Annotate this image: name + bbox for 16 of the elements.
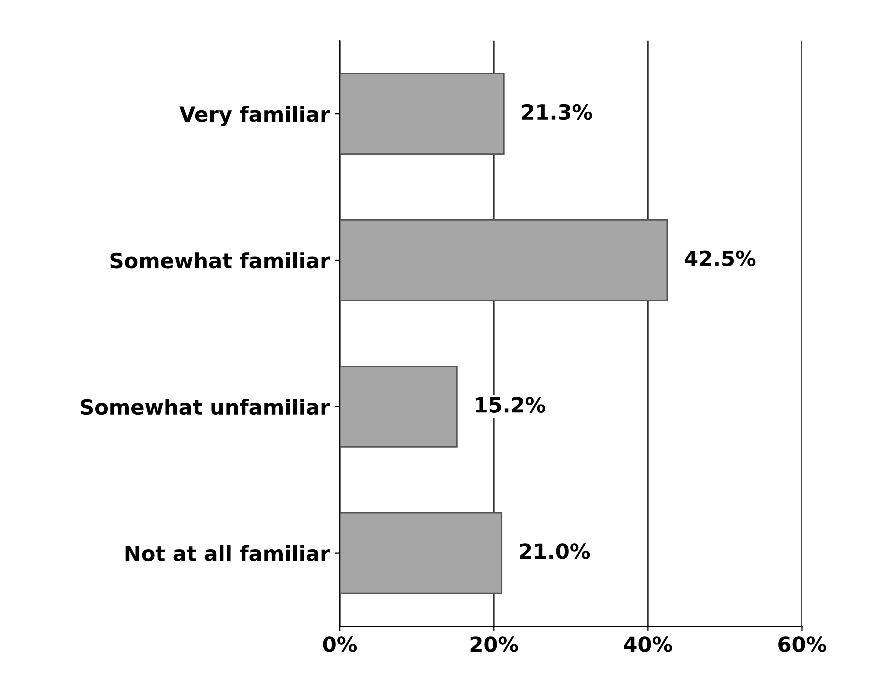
y-tick-label: Somewhat familiar — [110, 252, 330, 269]
x-tick-label: 60% — [778, 636, 827, 652]
data-label: 21.3% — [522, 104, 592, 120]
bar — [340, 512, 503, 594]
x-tick-label: 0% — [323, 636, 358, 652]
bar — [340, 366, 458, 448]
data-label: 15.2% — [476, 397, 546, 413]
y-tick-label: Very familiar — [180, 106, 330, 126]
x-tick-label: 20% — [470, 636, 518, 652]
data-label: 42.5% — [685, 250, 756, 267]
bar — [340, 73, 505, 156]
x-tick-label: 40% — [624, 636, 672, 652]
y-tick-label: Somewhat unfamiliar — [81, 398, 330, 416]
bar — [340, 220, 668, 302]
y-tick-label: Not at all familiar — [126, 545, 330, 562]
data-label: 21.0% — [520, 544, 590, 560]
